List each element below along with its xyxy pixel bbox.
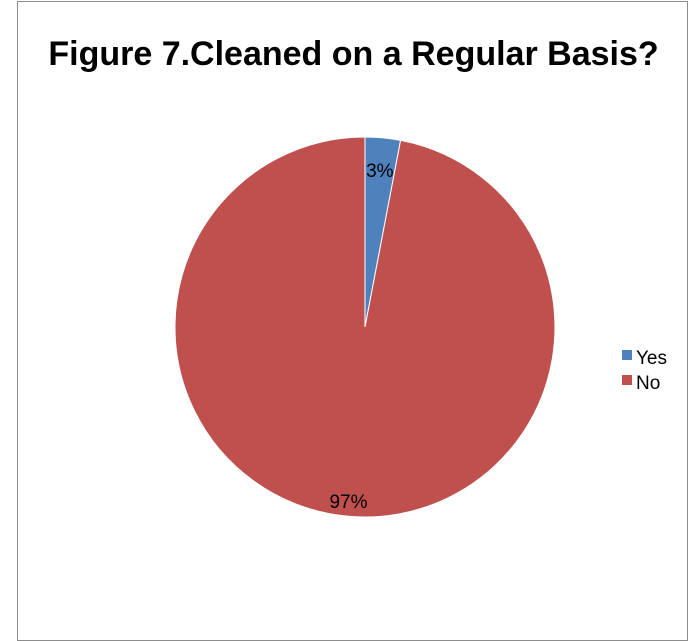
data-label-no: 97%	[329, 492, 367, 513]
data-labels: 3% 97%	[329, 161, 393, 513]
chart-title: Figure 7.Cleaned on a Regular Basis?	[48, 35, 659, 73]
legend-swatch-no	[622, 375, 632, 385]
pie-slice-no	[174, 136, 556, 518]
chart-frame: Figure 7.Cleaned on a Regular Basis?	[17, 1, 688, 641]
legend-swatch-yes	[622, 350, 632, 360]
legend-label-yes: Yes	[636, 348, 667, 369]
pie-slices	[174, 136, 556, 518]
data-label-yes: 3%	[366, 161, 394, 182]
legend-label-no: No	[636, 373, 660, 394]
legend: Yes No	[622, 348, 667, 394]
